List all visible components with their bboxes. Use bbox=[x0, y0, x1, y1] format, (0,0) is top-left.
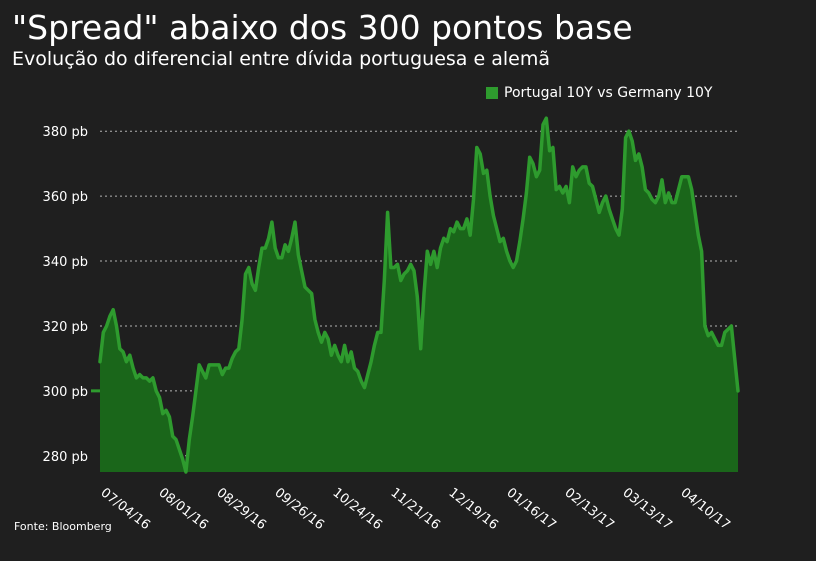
source-note: Fonte: Bloomberg bbox=[14, 520, 112, 533]
x-tick-label: 09/26/16 bbox=[272, 485, 327, 533]
chart-legend: Portugal 10Y vs Germany 10Y bbox=[486, 85, 712, 101]
x-tick-label: 01/16/17 bbox=[504, 485, 559, 533]
y-tick-label: 360 pb bbox=[43, 190, 88, 205]
x-tick-label: 02/13/17 bbox=[562, 485, 617, 533]
x-tick-label: 03/13/17 bbox=[620, 485, 675, 533]
x-tick-label: 04/10/17 bbox=[678, 485, 733, 533]
y-tick-label: 340 pb bbox=[43, 255, 88, 270]
x-tick-label: 08/01/16 bbox=[156, 485, 211, 533]
chart-subtitle: Evolução do diferencial entre dívida por… bbox=[12, 48, 550, 70]
y-tick-label: 320 pb bbox=[43, 320, 88, 335]
chart-title: "Spread" abaixo dos 300 pontos base bbox=[12, 8, 633, 47]
x-tick-label: 08/29/16 bbox=[214, 485, 269, 533]
legend-swatch bbox=[486, 87, 498, 99]
y-tick-label: 280 pb bbox=[43, 450, 88, 465]
series-area-fill bbox=[100, 118, 738, 472]
x-tick-label: 11/21/16 bbox=[388, 485, 443, 533]
series-line bbox=[98, 116, 740, 474]
legend-label: Portugal 10Y vs Germany 10Y bbox=[504, 85, 713, 101]
y-tick-label: 380 pb bbox=[43, 125, 88, 140]
y-tick-label: 300 pb bbox=[43, 385, 88, 400]
x-tick-label: 12/19/16 bbox=[446, 485, 501, 533]
x-tick-label: 10/24/16 bbox=[330, 485, 385, 533]
